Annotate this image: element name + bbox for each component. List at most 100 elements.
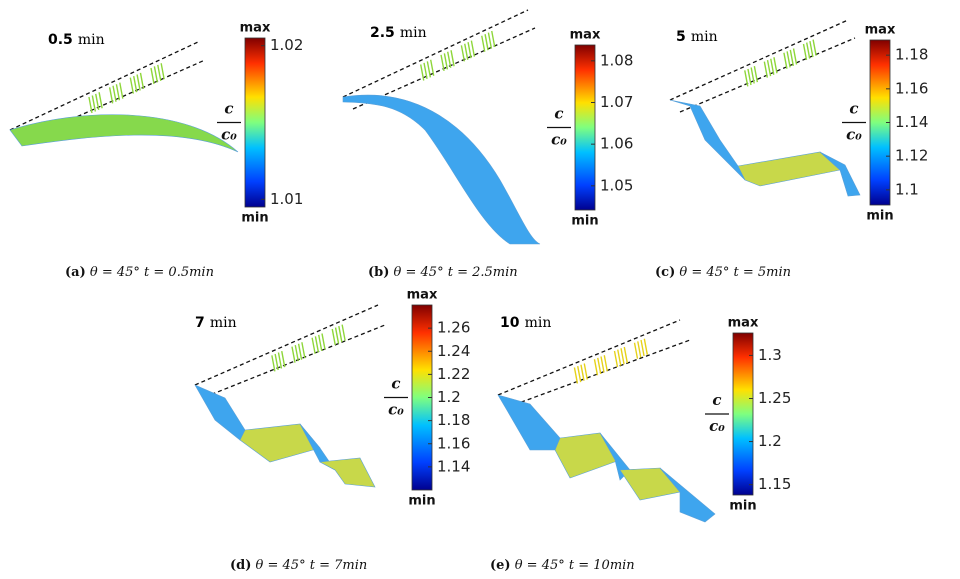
hatch bbox=[331, 328, 336, 346]
colorbar-tick-label: 1.3 bbox=[758, 346, 782, 364]
hatch bbox=[753, 65, 759, 83]
time-unit: min bbox=[691, 29, 718, 45]
colorbar-numerator: c bbox=[391, 375, 400, 393]
colorbar-max: max bbox=[407, 288, 438, 303]
colorbar-denominator: c₀ bbox=[846, 126, 862, 144]
colorbar-tick-label: 1.02 bbox=[270, 36, 303, 54]
caption: (a) θ = 45° t = 0.5min bbox=[65, 265, 214, 280]
ribbon bbox=[599, 432, 631, 481]
colorbar-min: min bbox=[729, 499, 756, 514]
hatch bbox=[633, 342, 639, 359]
panel: 10 min max min c c₀ 1.3 1.25 1.2 1.15 (e) θ = 45°… bbox=[490, 315, 791, 573]
time-value: 0.5 bbox=[48, 32, 73, 48]
guide-line bbox=[342, 9, 529, 98]
caption: (b) θ = 45° t = 2.5min bbox=[368, 265, 518, 280]
hatch bbox=[129, 77, 135, 94]
colorbar bbox=[574, 44, 596, 211]
hatch bbox=[277, 352, 283, 369]
hatch bbox=[747, 68, 752, 86]
hatch bbox=[314, 336, 320, 353]
caption-time: t = 7min bbox=[310, 558, 368, 573]
caption-time: t = 5min bbox=[734, 265, 792, 280]
colorbar bbox=[244, 37, 266, 208]
hatch bbox=[583, 363, 588, 380]
hatch bbox=[464, 43, 469, 60]
caption-angle: θ = 45° bbox=[90, 265, 140, 280]
time-label: 0.5 min bbox=[48, 30, 105, 49]
colorbar-tick-label: 1.2 bbox=[437, 388, 461, 406]
hatch bbox=[294, 345, 299, 362]
hatch bbox=[640, 339, 645, 357]
colorbar-min: min bbox=[408, 494, 435, 509]
panel: 2.5 min max min c c₀ 1.08 1.07 1.06 1.05 (b) θ = … bbox=[342, 9, 633, 280]
hatch bbox=[487, 32, 493, 49]
hatch bbox=[443, 53, 449, 70]
caption: (c) θ = 45° t = 5min bbox=[655, 265, 791, 280]
hatch bbox=[447, 51, 452, 68]
hatch bbox=[157, 64, 162, 81]
hatch bbox=[133, 75, 138, 93]
colorbar-tick-label: 1.18 bbox=[895, 46, 928, 64]
colorbar-tick-label: 1.15 bbox=[758, 475, 791, 493]
colorbar-tick-label: 1.07 bbox=[600, 93, 633, 111]
colorbar-tick-label: 1.18 bbox=[437, 411, 470, 429]
panel: 5 min max min c c₀ 1.18 1.16 1.14 1.12 1.1 (c) θ =… bbox=[655, 19, 928, 280]
hatch bbox=[95, 93, 100, 111]
guide-line bbox=[679, 37, 856, 113]
colorbar-tick-label: 1.16 bbox=[437, 434, 470, 452]
hatch bbox=[783, 52, 788, 69]
colorbar-tick-label: 1.08 bbox=[600, 51, 633, 69]
hatch bbox=[573, 367, 579, 384]
hatch bbox=[119, 82, 124, 99]
hatch bbox=[643, 338, 649, 355]
hatch bbox=[802, 43, 808, 61]
hatch bbox=[150, 67, 155, 85]
colorbar-tick-label: 1.05 bbox=[600, 176, 633, 194]
hatch bbox=[297, 343, 303, 360]
guide-line bbox=[204, 324, 386, 398]
caption-time: t = 10min bbox=[569, 558, 635, 573]
colorbar-denominator: c₀ bbox=[709, 417, 725, 435]
panel: 0.5 min max min c c₀ 1.02 1.01 (a) θ = 45° t = … bbox=[9, 21, 303, 280]
colorbar-numerator: c bbox=[849, 100, 858, 118]
ribbon bbox=[497, 394, 561, 451]
hatch bbox=[160, 63, 165, 80]
colorbar-tick-label: 1.14 bbox=[895, 113, 928, 131]
hatch bbox=[321, 333, 326, 350]
hatch bbox=[470, 40, 476, 57]
time-value: 7 bbox=[195, 315, 205, 331]
colorbar-tick-label: 1.14 bbox=[437, 457, 470, 475]
hatch bbox=[311, 337, 316, 354]
colorbar-max: max bbox=[728, 316, 759, 331]
hatch bbox=[301, 342, 306, 359]
hatch bbox=[766, 60, 772, 77]
time-value: 10 bbox=[500, 315, 520, 331]
hatch bbox=[789, 49, 795, 67]
hatch bbox=[426, 61, 432, 78]
hatch bbox=[620, 348, 625, 365]
hatch bbox=[744, 70, 749, 87]
ribbon bbox=[819, 151, 861, 197]
colorbar-tick-label: 1.1 bbox=[895, 180, 919, 198]
time-unit: min bbox=[210, 315, 237, 331]
hatch bbox=[597, 357, 602, 375]
hatch bbox=[637, 341, 642, 358]
caption-time: t = 2.5min bbox=[448, 265, 518, 280]
colorbar-tick-label: 1.12 bbox=[895, 147, 928, 165]
caption-angle: θ = 45° bbox=[394, 265, 444, 280]
colorbar-tick-label: 1.16 bbox=[895, 79, 928, 97]
colorbar-max: max bbox=[570, 28, 601, 43]
caption-angle: θ = 45° bbox=[256, 558, 306, 573]
colorbar-numerator: c bbox=[712, 391, 721, 409]
ribbon bbox=[239, 423, 321, 463]
hatch bbox=[108, 87, 114, 104]
colorbar-tick-label: 1.24 bbox=[437, 342, 470, 360]
hatch bbox=[153, 66, 159, 83]
ribbon bbox=[194, 384, 246, 441]
colorbar-min: min bbox=[241, 211, 268, 226]
hatch bbox=[341, 324, 346, 341]
time-value: 2.5 bbox=[370, 25, 395, 41]
hatch bbox=[750, 67, 755, 84]
hatch bbox=[440, 54, 445, 72]
hatch bbox=[812, 39, 817, 56]
